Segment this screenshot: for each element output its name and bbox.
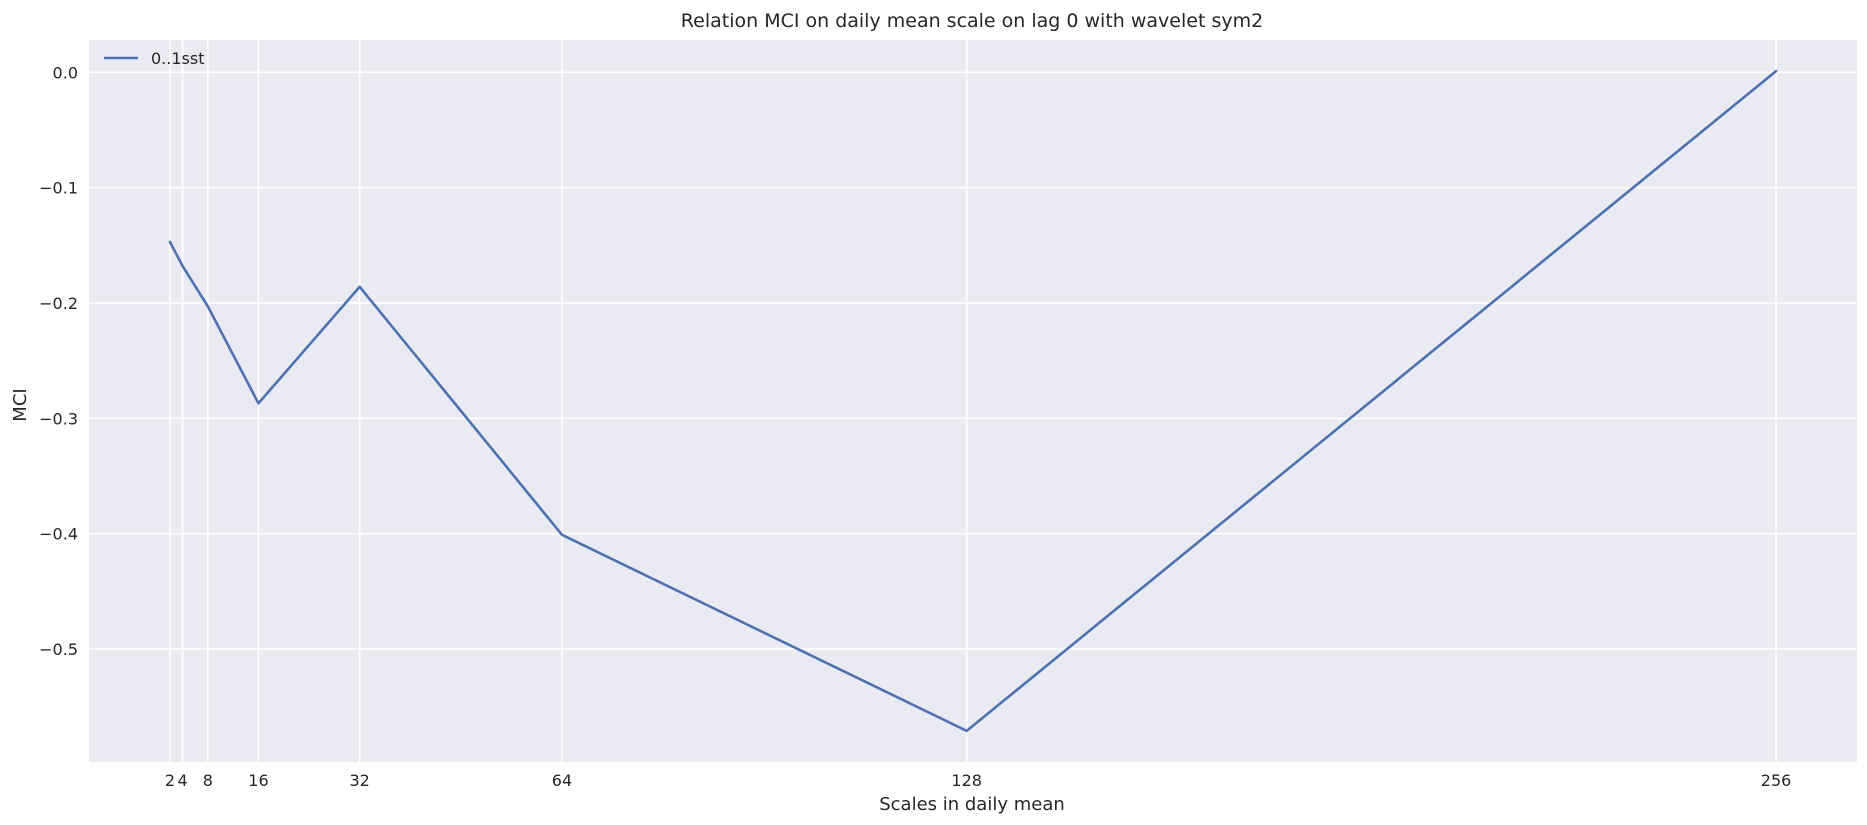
grid-lines <box>89 40 1857 762</box>
x-axis-label: Scales in daily mean <box>879 794 1065 815</box>
y-tick-label: −0.1 <box>39 179 78 198</box>
y-tick-label: −0.4 <box>39 525 78 544</box>
plot-area <box>89 40 1857 762</box>
x-tick-label: 8 <box>203 771 213 790</box>
x-tick-label: 32 <box>349 771 369 790</box>
tick-labels: 2 4 8 16 32 64 128 256 0.0 −0.1 −0.2 −0.3 −0.4 −0.5 <box>39 63 1791 790</box>
x-tick-label: 64 <box>552 771 572 790</box>
y-tick-label: −0.2 <box>39 294 78 313</box>
x-tick-label: 16 <box>248 771 268 790</box>
legend: 0..1sst <box>104 49 204 68</box>
y-axis-label: MCI <box>10 388 31 421</box>
x-tick-label: 2 <box>165 771 175 790</box>
y-tick-label: 0.0 <box>53 63 78 82</box>
y-tick-label: −0.3 <box>39 409 78 428</box>
x-tick-label: 256 <box>1761 771 1792 790</box>
series-line <box>168 69 1778 733</box>
legend-label: 0..1sst <box>151 49 204 68</box>
x-tick-label: 128 <box>951 771 982 790</box>
series-layer <box>168 69 1778 733</box>
y-tick-label: −0.5 <box>39 640 78 659</box>
chart-title: Relation MCI on daily mean scale on lag … <box>681 10 1263 32</box>
x-tick-label: 4 <box>177 771 187 790</box>
